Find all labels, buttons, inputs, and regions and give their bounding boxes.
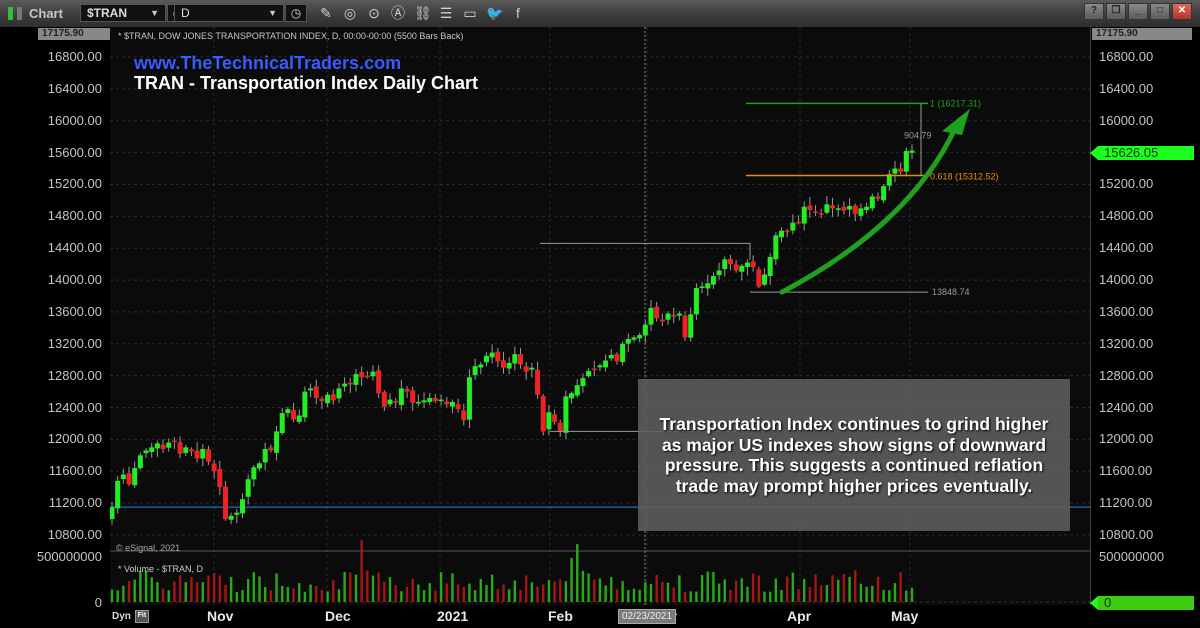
studies-icon[interactable]: ◎ <box>343 5 357 21</box>
link-slot-icon <box>17 7 22 20</box>
alert-icon[interactable]: Ⓐ <box>391 5 405 21</box>
y-tick-label: 14400.00 <box>47 240 102 256</box>
y-tick-label: 10800.00 <box>47 527 102 542</box>
x-tick-label: Dec <box>325 608 351 624</box>
facebook-icon[interactable]: f <box>516 5 520 21</box>
y-tick-label: 16400.00 <box>47 80 102 96</box>
pencil-icon[interactable]: ✎ <box>320 5 332 21</box>
y-tick-label: 10800.00 <box>1099 527 1154 542</box>
volume-label: * Volume - $TRAN, D <box>118 564 204 574</box>
volume-axis-top: 500000000 <box>36 549 102 564</box>
y-tick-label: 12400.00 <box>47 399 102 415</box>
x-tick-label: Feb <box>548 608 573 624</box>
y-tick-label: 11600.00 <box>1099 463 1153 479</box>
y-tick-label: 14800.00 <box>1099 208 1154 224</box>
play-icon[interactable]: ⊙ <box>368 5 380 21</box>
svg-text:1 (16217.31): 1 (16217.31) <box>930 98 981 108</box>
x-tick-label: Nov <box>207 608 234 624</box>
y-tick-label: 16000.00 <box>1099 112 1154 128</box>
close-button[interactable]: ✕ <box>1172 3 1192 20</box>
crosshair-date-tag: 02/23/2021 <box>618 609 677 624</box>
y-tick-label: 14000.00 <box>47 272 102 288</box>
commentary-box: Transportation Index continues to grind … <box>638 379 1070 531</box>
maximize-button[interactable]: □ <box>1150 3 1170 20</box>
y-tick-label: 12000.00 <box>47 431 102 447</box>
volume-axis-zero: 0 <box>94 595 102 610</box>
copyright-label: © eSignal, 2021 <box>116 543 181 553</box>
x-tick-label: Apr <box>787 608 812 624</box>
chart-plot-area[interactable]: 1 (16217.31) 0.618 (15312.52) 904.79 13848.… <box>110 27 1090 605</box>
symbol-input[interactable]: $TRAN ▼ <box>80 4 166 22</box>
window-controls: ? ❐ _ □ ✕ <box>1084 3 1192 20</box>
y-tick-label: 13200.00 <box>1099 335 1154 351</box>
y-tick-label: 14000.00 <box>1099 272 1154 288</box>
x-tick-label: 2021 <box>437 608 469 624</box>
y-tick-label: 16400.00 <box>1099 80 1154 96</box>
link-status-icon <box>8 7 13 20</box>
chevron-down-icon[interactable]: ▼ <box>150 8 159 18</box>
clock-icon: ◷ <box>290 6 302 20</box>
volume-zero-flag: 0 <box>1090 596 1194 610</box>
y-tick-label: 13600.00 <box>1099 303 1154 319</box>
y-tick-label: 12800.00 <box>1099 367 1154 383</box>
top-price-flag-left: 17175.90 <box>38 28 110 40</box>
dyn-control[interactable]: Dyn Fit <box>112 610 149 623</box>
scale-lock-icon[interactable]: Fit <box>134 610 149 623</box>
comment-icon[interactable]: ▭ <box>463 5 477 21</box>
interval-input[interactable]: D ▼ <box>174 4 284 22</box>
y-tick-label: 16800.00 <box>1099 49 1154 64</box>
svg-text:13848.74: 13848.74 <box>932 287 970 297</box>
x-tick-label: May <box>891 608 919 624</box>
y-tick-label: 14400.00 <box>1099 240 1154 256</box>
y-tick-label: 13600.00 <box>47 303 102 319</box>
list-icon[interactable]: ☰ <box>439 5 453 21</box>
window-titlebar: Chart $TRAN ▼ ◉ D ▼ ◷ ✎◎⊙Ⓐ⛓☰▭🐦f ? ❐ _ □ … <box>0 0 1200 28</box>
toolbar: ✎ ◎ ⊙ Ⓐ ⛓ ☰ ▭ 🐦 f <box>318 4 526 22</box>
y-tick-label: 12800.00 <box>47 367 102 383</box>
y-tick-label: 11600.00 <box>48 463 102 479</box>
chart-title: TRAN - Transportation Index Daily Chart <box>134 73 479 93</box>
y-tick-label: 15600.00 <box>47 144 102 160</box>
restore-button[interactable]: ❐ <box>1106 3 1126 20</box>
y-tick-label: 14800.00 <box>47 208 102 224</box>
minimize-button[interactable]: _ <box>1128 3 1148 20</box>
y-tick-label: 12000.00 <box>1099 431 1154 447</box>
website-label: www.TheTechnicalTraders.com <box>134 53 402 73</box>
chevron-down-icon[interactable]: ▼ <box>268 8 277 18</box>
svg-text:0.618 (15312.52): 0.618 (15312.52) <box>930 172 999 182</box>
app-label: Chart <box>8 6 63 21</box>
y-tick-label: 11200.00 <box>48 495 102 511</box>
interval-clock-button[interactable]: ◷ <box>285 4 307 22</box>
svg-text:904.79: 904.79 <box>904 130 932 140</box>
twitter-icon[interactable]: 🐦 <box>486 5 504 21</box>
y-tick-label: 11200.00 <box>1099 495 1153 511</box>
last-price-flag: 15626.05 <box>1090 146 1194 160</box>
y-tick-label: 16000.00 <box>47 112 102 128</box>
volume-axis-top: 500000000 <box>1099 549 1165 564</box>
y-tick-label: 12400.00 <box>1099 399 1154 415</box>
y-tick-label: 16800.00 <box>47 49 102 64</box>
top-price-flag-right: 17175.90 <box>1092 28 1192 40</box>
link-icon[interactable]: ⛓ <box>414 5 432 21</box>
help-button[interactable]: ? <box>1084 3 1104 20</box>
y-tick-label: 13200.00 <box>47 335 102 351</box>
y-tick-label: 15200.00 <box>1099 176 1154 192</box>
right-price-axis[interactable]: 16800.0016400.0016000.0015600.0015200.00… <box>1090 27 1200 605</box>
left-price-axis[interactable]: 16800.00 16400.00 16000.00 15600.00 15200.00… <box>0 27 111 610</box>
chart-header: * $TRAN, DOW JONES TRANSPORTATION INDEX,… <box>118 31 464 41</box>
y-tick-label: 15200.00 <box>47 176 102 192</box>
